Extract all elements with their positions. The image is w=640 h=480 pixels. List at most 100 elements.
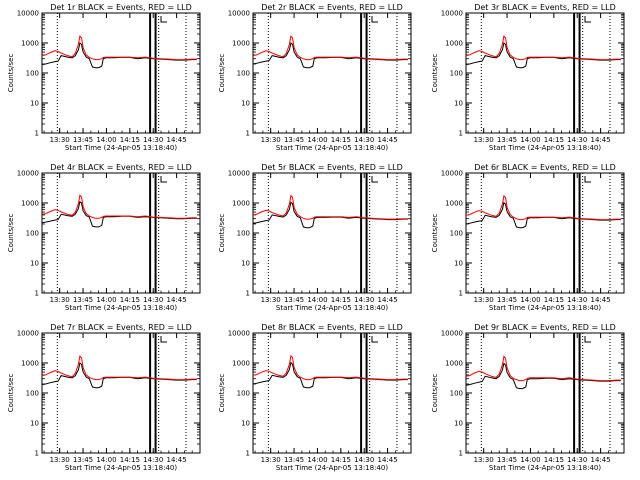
x-tick-label: 14:30 — [567, 456, 587, 464]
x-tick-label: 13:45 — [284, 136, 304, 144]
y-tick-label: 100 — [26, 390, 39, 398]
series-events-line — [41, 42, 197, 69]
plot-frame — [465, 172, 625, 294]
plot-frame — [41, 172, 201, 294]
y-tick-label: 100 — [26, 70, 39, 78]
y-tick-label: 1000 — [21, 360, 39, 368]
x-tick-label: 14:45 — [167, 456, 187, 464]
x-tick-label: 14:00 — [520, 296, 540, 304]
plot-frame — [252, 332, 412, 454]
y-tick-label: 10 — [241, 260, 250, 268]
series-lld-line — [41, 194, 197, 219]
x-tick-label: 14:15 — [331, 296, 351, 304]
y-tick-label: 100 — [450, 390, 463, 398]
series-lld-line — [252, 35, 408, 61]
y-tick-label: 100 — [450, 70, 463, 78]
x-axis-label: Start Time (24-Apr-05 13:18:40) — [276, 464, 388, 472]
series-lld-line — [252, 194, 408, 220]
y-tick-label: 100 — [237, 390, 250, 398]
panel-6: Det 6r BLACK = Events, RED = LLD 1 10 100 10… — [431, 163, 625, 312]
y-tick-label: 100 — [450, 230, 463, 238]
x-tick-label: 13:30 — [261, 136, 281, 144]
plot-frame — [252, 12, 412, 134]
panel-title: Det 2r BLACK = Events, RED = LLD — [261, 3, 403, 12]
y-tick-label: 1000 — [21, 200, 39, 208]
x-tick-label: 13:30 — [50, 456, 70, 464]
x-axis-label: Start Time (24-Apr-05 13:18:40) — [65, 144, 177, 152]
panel-title: Det 4r BLACK = Events, RED = LLD — [50, 163, 192, 172]
y-tick-label: 1000 — [232, 360, 250, 368]
x-tick-label: 14:45 — [591, 456, 611, 464]
y-axis-label: Counts/sec — [431, 374, 439, 413]
x-tick-label: 13:45 — [497, 296, 517, 304]
x-tick-label: 14:45 — [167, 136, 187, 144]
y-tick-label: 10 — [454, 420, 463, 428]
x-tick-label: 14:00 — [520, 136, 540, 144]
series-events-line — [465, 362, 621, 390]
y-tick-label: 1 — [35, 130, 39, 138]
x-tick-label: 13:45 — [497, 456, 517, 464]
legend-marker-icon — [160, 16, 168, 23]
x-tick-label: 14:15 — [544, 136, 564, 144]
x-tick-label: 13:45 — [73, 456, 93, 464]
x-tick-label: 13:30 — [261, 456, 281, 464]
x-tick-label: 13:30 — [474, 136, 494, 144]
y-tick-label: 10 — [30, 260, 39, 268]
legend-marker-icon — [371, 336, 379, 343]
y-tick-label: 10 — [30, 100, 39, 108]
x-tick-label: 14:15 — [544, 456, 564, 464]
x-tick-label: 14:30 — [567, 296, 587, 304]
x-tick-label: 13:30 — [50, 296, 70, 304]
y-tick-label: 10 — [454, 260, 463, 268]
panel-title: Det 1r BLACK = Events, RED = LLD — [50, 3, 192, 12]
y-tick-label: 1 — [35, 290, 39, 298]
x-tick-label: 14:45 — [378, 456, 398, 464]
y-tick-label: 1000 — [445, 200, 463, 208]
y-tick-label: 10000 — [441, 10, 463, 18]
y-tick-label: 10000 — [17, 330, 39, 338]
y-tick-label: 10 — [241, 420, 250, 428]
y-tick-label: 1 — [246, 450, 250, 458]
y-tick-label: 1000 — [445, 360, 463, 368]
y-tick-label: 10000 — [228, 10, 250, 18]
legend-marker-icon — [371, 176, 379, 183]
series-events-line — [41, 200, 197, 228]
series-lld-line — [465, 355, 621, 382]
y-axis-label: Counts/sec — [7, 374, 15, 413]
x-tick-label: 13:45 — [73, 136, 93, 144]
y-tick-label: 10000 — [17, 170, 39, 178]
panel-title: Det 6r BLACK = Events, RED = LLD — [474, 163, 616, 172]
x-tick-label: 14:30 — [354, 136, 374, 144]
legend-marker-icon — [160, 336, 168, 343]
legend-marker-icon — [584, 16, 592, 23]
y-tick-label: 1 — [35, 450, 39, 458]
x-tick-label: 14:00 — [307, 296, 327, 304]
x-tick-label: 13:45 — [73, 296, 93, 304]
y-axis-label: Counts/sec — [218, 54, 226, 93]
panel-1: Det 1r BLACK = Events, RED = LLD 1 10 100 10… — [7, 3, 201, 152]
legend-marker-icon — [584, 336, 592, 343]
x-tick-label: 14:00 — [96, 296, 116, 304]
x-axis-label: Start Time (24-Apr-05 13:18:40) — [65, 304, 177, 312]
x-axis-label: Start Time (24-Apr-05 13:18:40) — [489, 464, 601, 472]
y-tick-label: 10000 — [228, 330, 250, 338]
y-tick-label: 1 — [459, 450, 463, 458]
legend-marker-icon — [371, 16, 379, 23]
y-axis-label: Counts/sec — [431, 214, 439, 253]
x-tick-label: 13:30 — [474, 456, 494, 464]
panel-5: Det 5r BLACK = Events, RED = LLD 1 10 100 10… — [218, 163, 412, 312]
plot-frame — [41, 332, 201, 454]
panel-title: Det 3r BLACK = Events, RED = LLD — [474, 3, 616, 12]
series-lld-line — [252, 354, 408, 381]
y-tick-label: 100 — [26, 230, 39, 238]
y-tick-label: 1 — [459, 290, 463, 298]
x-tick-label: 14:00 — [307, 136, 327, 144]
y-tick-label: 1 — [459, 130, 463, 138]
x-tick-label: 13:45 — [497, 136, 517, 144]
series-lld-line — [41, 355, 197, 381]
x-tick-label: 13:45 — [284, 296, 304, 304]
x-tick-label: 13:45 — [284, 456, 304, 464]
x-tick-label: 13:30 — [474, 296, 494, 304]
legend-marker-icon — [584, 176, 592, 183]
